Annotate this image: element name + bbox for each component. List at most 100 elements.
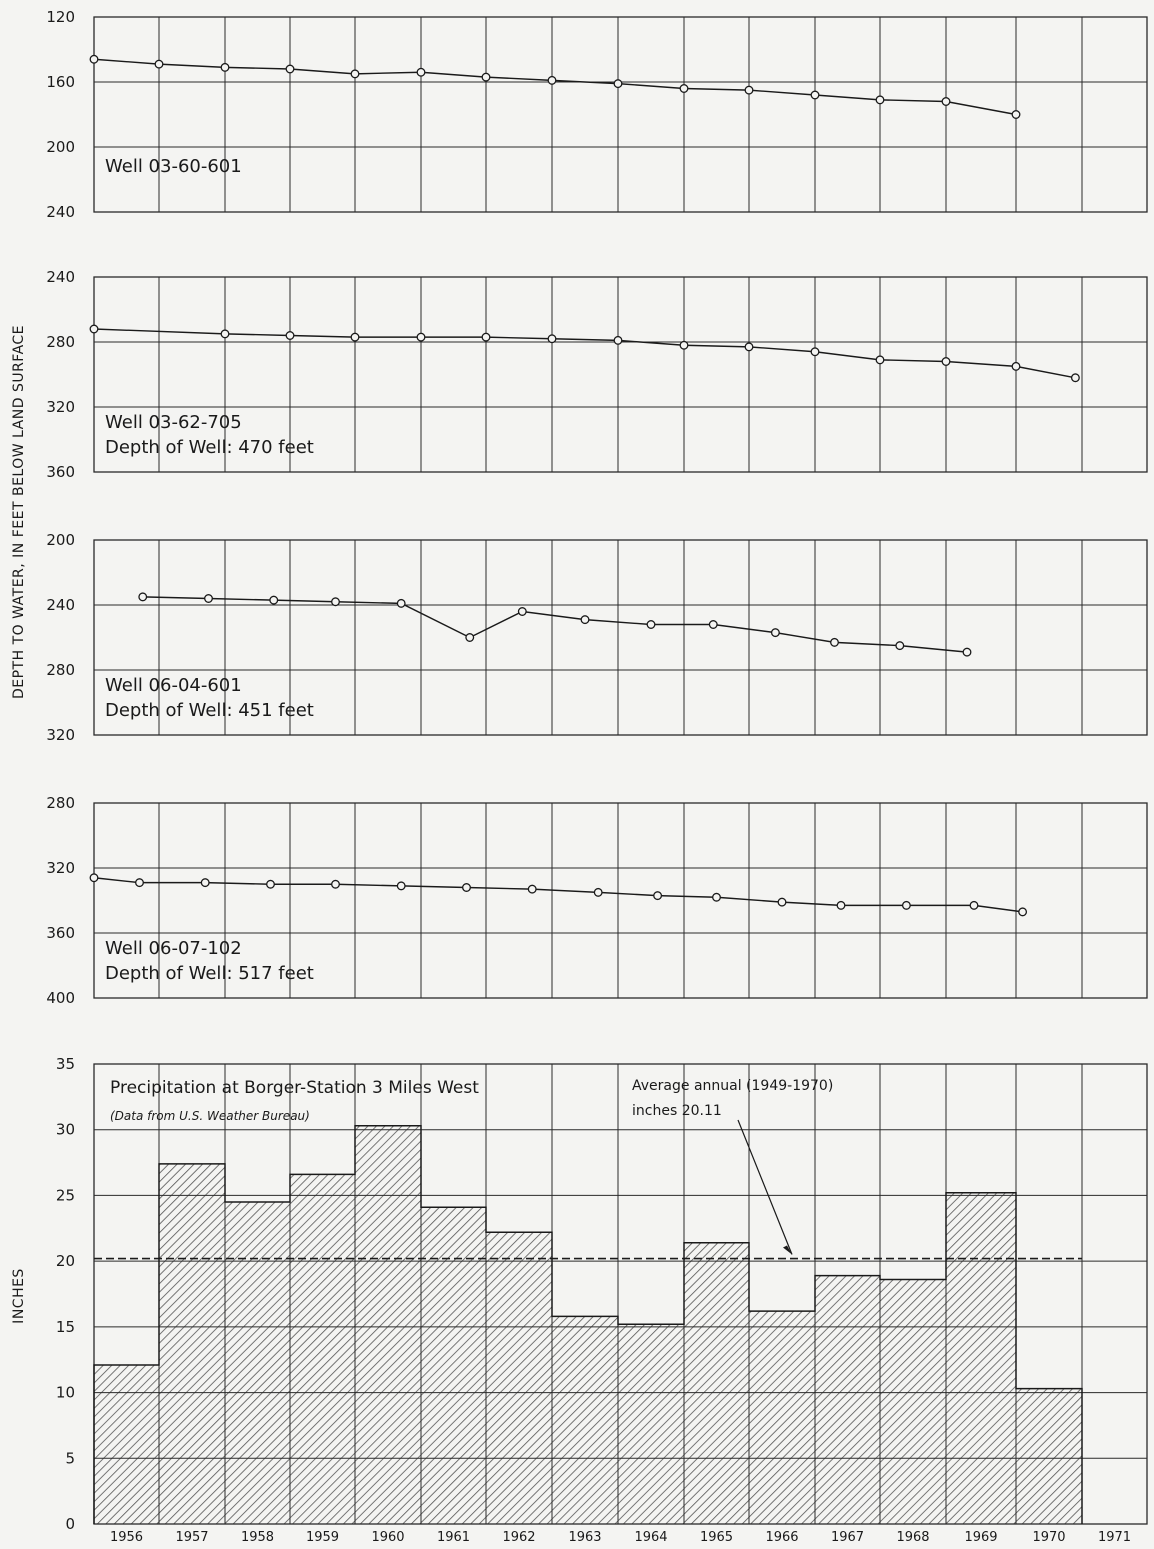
water-level-point xyxy=(285,331,295,340)
precipitation-bar xyxy=(290,1174,355,1524)
water-level-point xyxy=(1018,907,1028,917)
y-tick-label: 320 xyxy=(46,859,75,877)
water-level-point xyxy=(481,72,491,82)
water-level-point xyxy=(481,332,491,342)
water-level-point xyxy=(89,873,99,883)
panel-frame xyxy=(93,1063,1148,1525)
water-level-point xyxy=(810,90,820,100)
y-tick-label: 320 xyxy=(46,726,75,744)
water-level-point xyxy=(744,85,754,95)
well-depth-label: Depth of Well: 517 feet xyxy=(105,963,314,984)
precipitation-bar xyxy=(159,1163,225,1524)
x-tick-label: 1967 xyxy=(831,1530,864,1545)
x-tick-label: 1957 xyxy=(175,1530,208,1545)
water-level-point xyxy=(89,324,99,334)
precipitation-subtitle: (Data from U.S. Weather Bureau) xyxy=(110,1109,310,1123)
water-level-point xyxy=(462,883,471,892)
water-level-point xyxy=(331,597,340,607)
y-tick-label: 120 xyxy=(46,8,75,26)
water-level-point xyxy=(679,340,689,350)
water-level-point xyxy=(220,62,230,72)
y-tick-label: 10 xyxy=(56,1384,75,1402)
water-level-point xyxy=(350,332,360,342)
water-level-point xyxy=(416,67,426,77)
y-tick-label: 360 xyxy=(46,924,75,942)
x-tick-label: 1971 xyxy=(1098,1530,1131,1545)
water-level-point xyxy=(331,879,340,889)
water-level-point xyxy=(1011,361,1021,371)
water-level-point xyxy=(396,598,406,608)
x-tick-label: 1964 xyxy=(634,1530,667,1545)
water-level-point xyxy=(646,620,656,629)
panel-frame xyxy=(93,802,1148,999)
water-level-point xyxy=(941,97,951,106)
water-level-point xyxy=(744,342,754,352)
water-level-point xyxy=(1011,110,1021,119)
y-tick-label: 280 xyxy=(46,333,75,351)
y-tick-label: 20 xyxy=(56,1252,75,1270)
x-tick-label: 1961 xyxy=(437,1530,470,1545)
water-level-point xyxy=(350,69,360,79)
water-level-point xyxy=(777,897,787,907)
y-tick-label: 30 xyxy=(56,1121,75,1139)
water-level-point xyxy=(613,335,623,345)
water-level-point xyxy=(875,95,885,105)
water-level-point xyxy=(580,615,590,625)
y-tick-label: 240 xyxy=(46,203,75,221)
precipitation-bar xyxy=(421,1207,486,1524)
well-id-label: Well 03-62-705 xyxy=(105,412,242,433)
x-tick-label: 1965 xyxy=(700,1530,733,1545)
y-tick-label: 280 xyxy=(46,661,75,679)
water-level-point xyxy=(547,75,557,85)
water-level-point xyxy=(220,329,230,339)
panel-frame xyxy=(93,539,1148,736)
y-tick-label: 400 xyxy=(46,989,75,1007)
precipitation-bar xyxy=(94,1364,159,1524)
precipitation-bar xyxy=(225,1202,290,1524)
precipitation-panel: 0 5 10 15 20 25 30 35 Average annual (1949-1970)… xyxy=(56,1055,1148,1545)
well-depth-label: Depth of Well: 451 feet xyxy=(105,700,314,721)
water-level-point xyxy=(593,887,603,897)
water-level-point xyxy=(547,334,557,344)
water-level-point xyxy=(653,891,663,901)
average-value-label: inches 20.11 xyxy=(632,1103,722,1119)
x-tick-label: 1969 xyxy=(964,1530,997,1545)
water-level-line xyxy=(142,596,968,653)
y-tick-label: 360 xyxy=(46,463,75,481)
panel-frame xyxy=(93,16,1148,213)
y-tick-label: 240 xyxy=(46,268,75,286)
water-level-point xyxy=(613,79,623,89)
water-level-point xyxy=(416,332,426,342)
water-level-point xyxy=(527,884,537,894)
water-level-point xyxy=(836,900,846,910)
precipitation-bar xyxy=(880,1279,946,1524)
water-level-point xyxy=(200,878,210,888)
water-level-point xyxy=(679,84,689,93)
average-arrow xyxy=(737,1119,793,1255)
precipitation-bar xyxy=(355,1125,421,1524)
x-tick-label: 1956 xyxy=(110,1530,143,1545)
x-tick-label: 1959 xyxy=(306,1530,339,1545)
precipitation-title: Precipitation at Borger-Station 3 Miles … xyxy=(110,1078,479,1098)
water-level-point xyxy=(1070,373,1080,383)
well-panel-well-06-07-102: 280 320 360 400 Well 06-07-102 Depth of Well:… xyxy=(46,794,1148,1007)
y-tick-label: 5 xyxy=(65,1449,75,1467)
x-tick-label: 1960 xyxy=(371,1530,404,1545)
water-level-point xyxy=(285,64,295,74)
water-level-point xyxy=(895,641,905,651)
panel-frame xyxy=(93,276,1148,473)
precipitation-outline xyxy=(93,1125,1083,1524)
average-arrowhead xyxy=(783,1245,792,1255)
water-level-line xyxy=(93,877,1023,913)
water-level-point xyxy=(770,628,780,638)
y-tick-label: 280 xyxy=(46,794,75,812)
well-depth-label: Depth of Well: 470 feet xyxy=(105,437,314,458)
average-label: Average annual (1949-1970) xyxy=(632,1078,833,1094)
precipitation-bar xyxy=(815,1275,880,1524)
x-tick-label: 1970 xyxy=(1032,1530,1065,1545)
y-tick-label: 15 xyxy=(56,1318,75,1336)
y-tick-label: 35 xyxy=(56,1055,75,1073)
depth-axis-title: DEPTH TO WATER, IN FEET BELOW LAND SURFA… xyxy=(11,325,27,699)
water-level-point xyxy=(712,892,721,902)
